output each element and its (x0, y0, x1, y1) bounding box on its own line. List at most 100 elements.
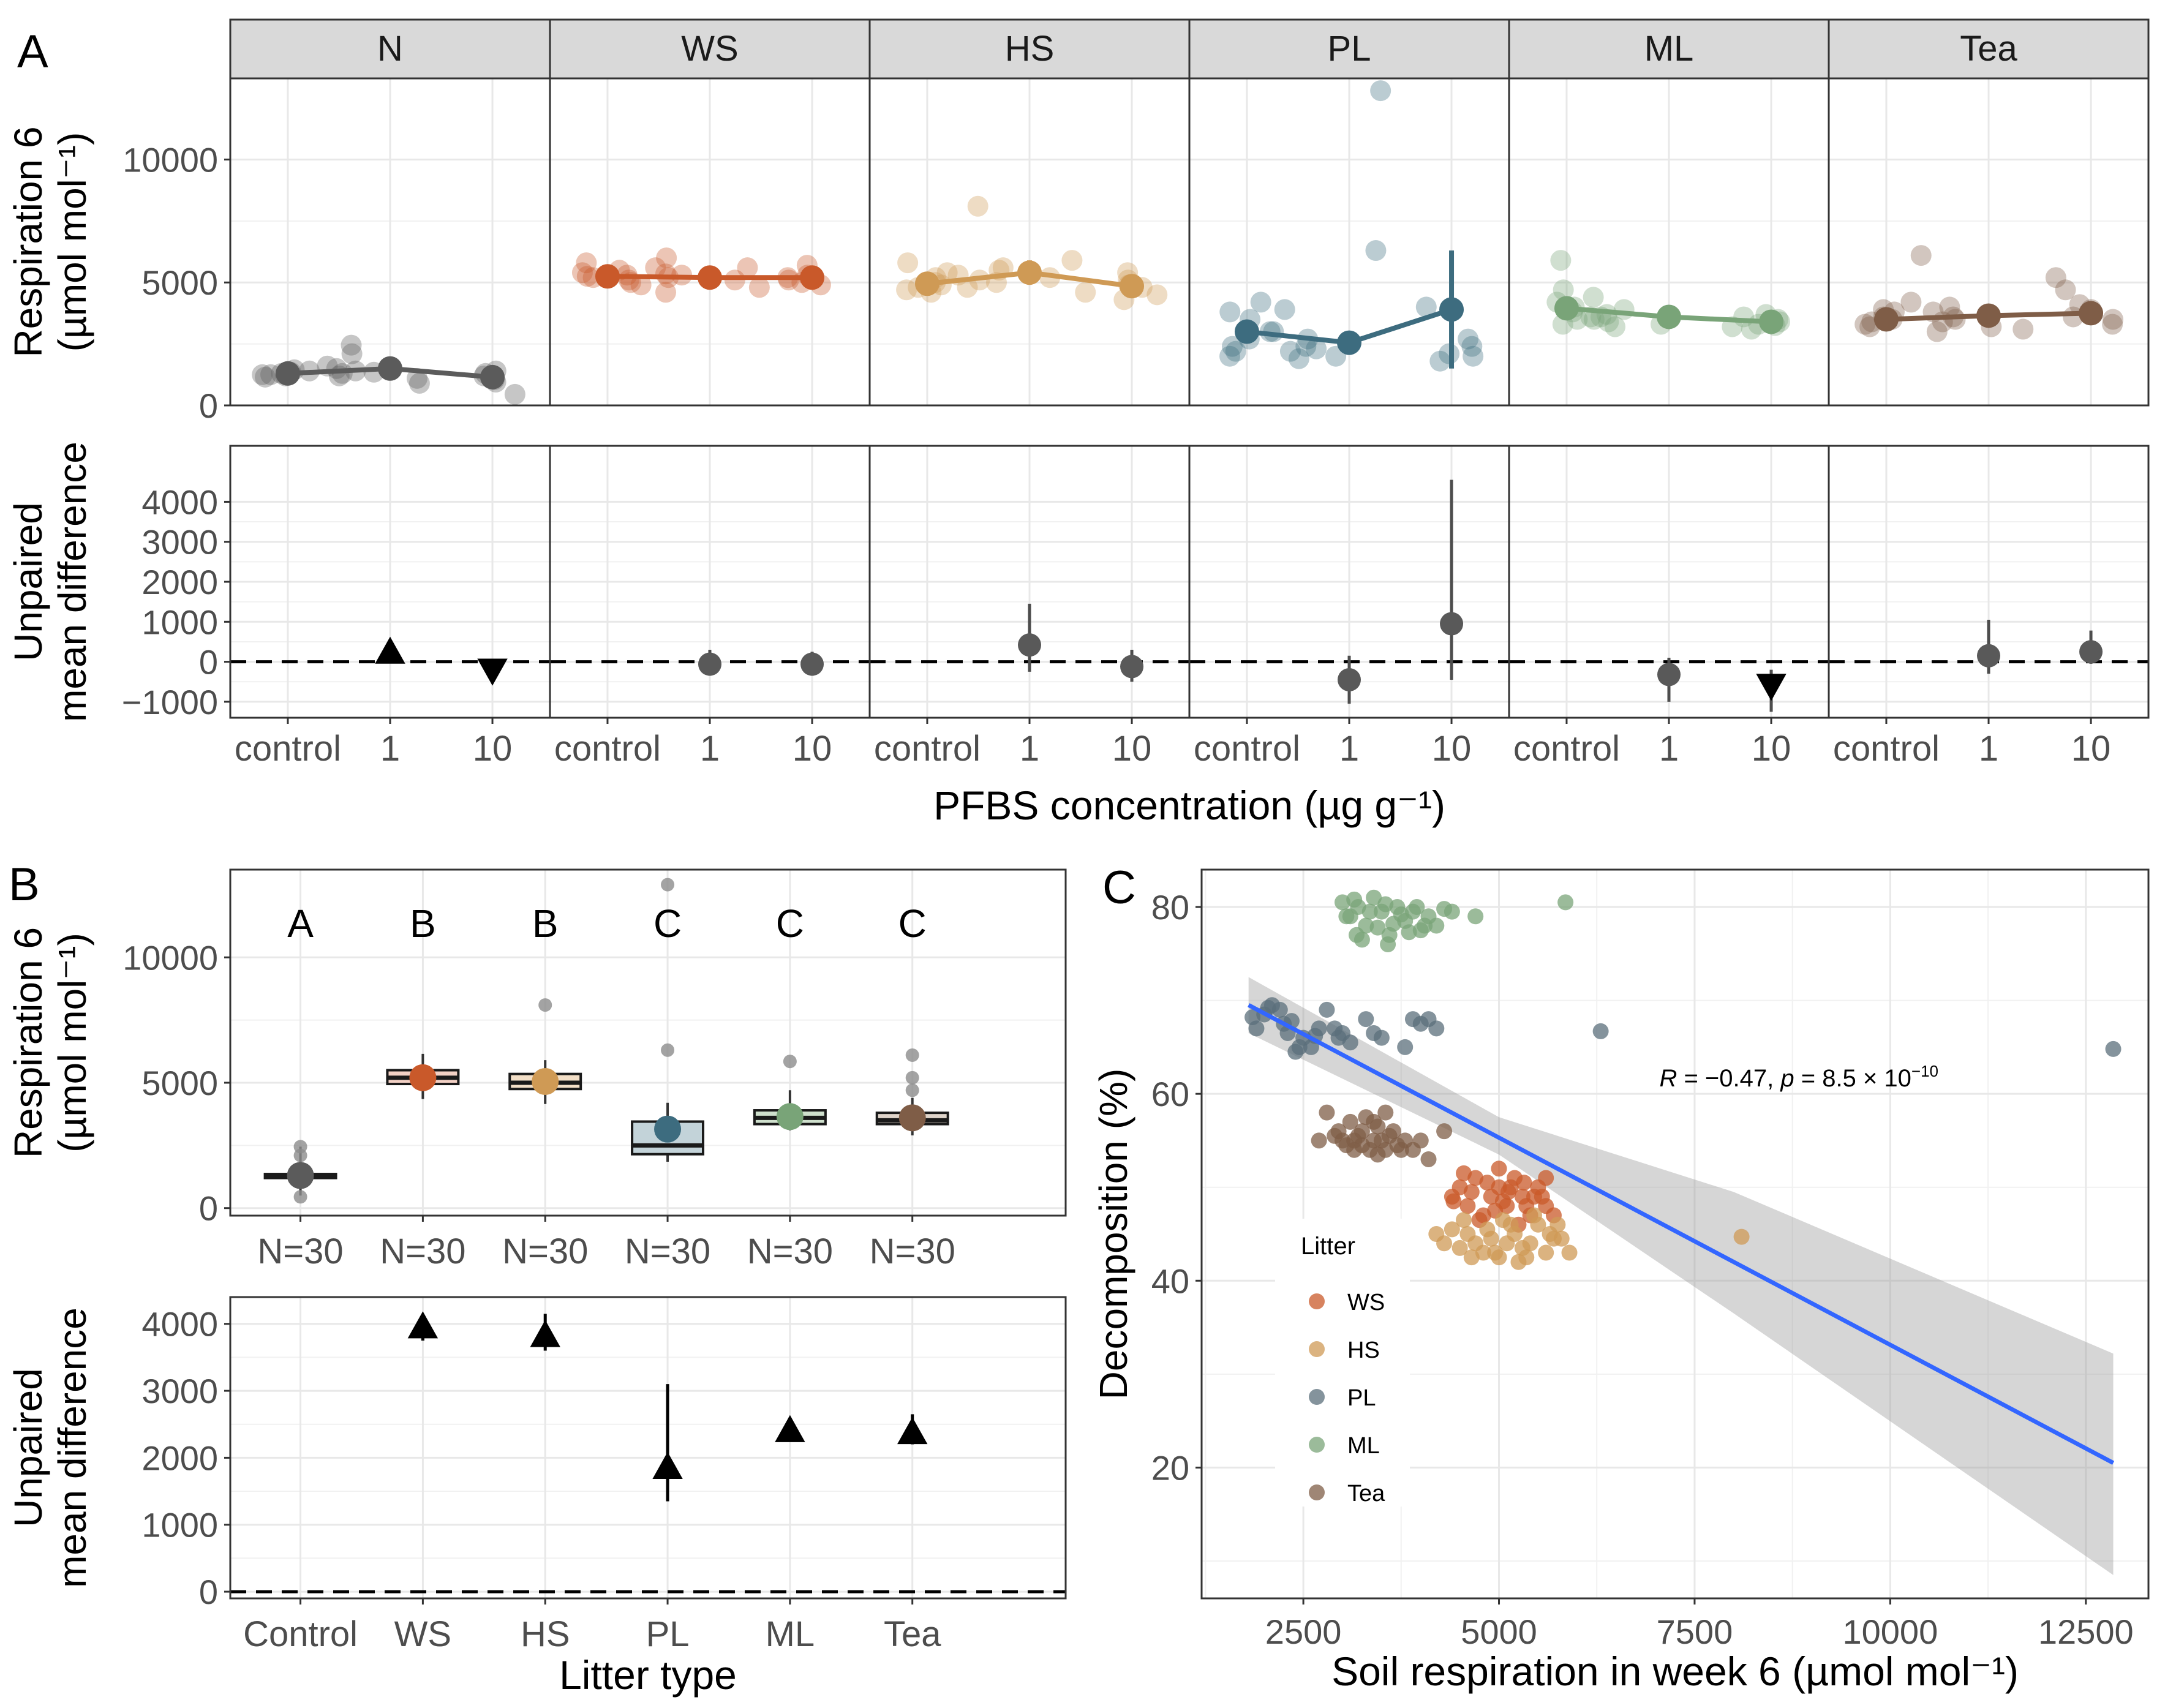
raw-point-WS (748, 277, 770, 298)
box-mean-Control (287, 1162, 314, 1189)
x-tick-label: PL (646, 1614, 690, 1654)
y-tick-label: 2000 (141, 563, 218, 601)
y-tick-label: 3000 (141, 523, 218, 562)
effect-triangle (477, 658, 508, 686)
box-outlier (905, 1048, 919, 1062)
effect-point (1018, 633, 1041, 657)
y-axis-label: mean difference (50, 1307, 94, 1588)
point-HS (1487, 1244, 1504, 1261)
point-HS (1518, 1249, 1535, 1266)
legend-title: Litter (1301, 1233, 1355, 1260)
point-ML (1436, 901, 1453, 917)
facet-border (1828, 77, 2150, 407)
raw-point-PL (1250, 292, 1271, 313)
point-HS (1549, 1216, 1566, 1233)
point-WS (1479, 1175, 1496, 1191)
y-axis-label: Decomposition (%) (1091, 1069, 1135, 1400)
point-ML (1346, 891, 1363, 908)
mean-point-ML (1554, 296, 1579, 321)
point-ML (1348, 927, 1365, 943)
facet-label-WS: WS (681, 29, 738, 69)
facet-label-HS: HS (1005, 29, 1055, 69)
raw-point-WS (655, 282, 677, 303)
mean-point-PL (1234, 319, 1259, 344)
raw-point-PL (1461, 336, 1483, 357)
point-HS (1463, 1249, 1480, 1266)
y-tick-label: 3000 (141, 1372, 218, 1410)
point-HS (1561, 1244, 1578, 1261)
box-outlier (783, 1055, 797, 1069)
point-Tea (1319, 1104, 1335, 1121)
mean-point-HS (914, 271, 939, 296)
legend-key-PL (1309, 1389, 1325, 1405)
x-tick-label: 10 (1432, 729, 1472, 769)
y-tick-label: 10000 (122, 140, 218, 179)
mean-point-WS (800, 265, 825, 290)
raw-point-PL (1219, 301, 1241, 323)
x-tick-label: 7500 (1657, 1612, 1733, 1651)
point-Tea (1385, 1123, 1402, 1140)
raw-point-PL (1219, 345, 1241, 367)
point-PL (1291, 1039, 1308, 1055)
y-tick-label: 20 (1151, 1448, 1189, 1487)
point-ML (1467, 908, 1484, 925)
point-PL (1271, 1001, 1288, 1018)
box-mean-PL (654, 1115, 682, 1143)
panel-b: A N=30 B N=30 B N=30 C N=30 C N=30 C N=30 Control WS H… (6, 868, 1067, 1698)
effect-triangle-Tea (897, 1416, 928, 1445)
effect-point (1338, 668, 1361, 691)
point-PL (1373, 1029, 1390, 1046)
raw-point-ML (1553, 279, 1574, 301)
annotation-part: = 8.5 × 10 (1794, 1065, 1911, 1092)
raw-point-PL (1463, 345, 1484, 367)
y-tick-label: 0 (199, 386, 218, 425)
legend-key-HS (1309, 1341, 1325, 1357)
y-axis-label: Unpaired (6, 502, 50, 661)
mean-point-Tea (1873, 307, 1899, 332)
point-HS (1522, 1235, 1538, 1252)
correlation-annotation: R = −0.47, p = 8.5 × 10−10 (1659, 1062, 1938, 1092)
raw-point-Tea (1854, 314, 1876, 335)
x-tick-label: control (1513, 729, 1620, 769)
y-tick-label: 1000 (141, 1506, 218, 1544)
raw-point-PL (1458, 328, 1479, 350)
point-ML (1409, 899, 1425, 916)
effect-point (800, 652, 824, 676)
x-tick-label: Tea (884, 1614, 941, 1654)
y-tick-label: 1000 (141, 603, 218, 641)
x-tick-label: 12500 (2038, 1612, 2134, 1651)
raw-point-WS (645, 257, 666, 279)
point-WS (1500, 1184, 1516, 1200)
regression-line (1248, 1003, 2115, 1465)
point-Tea (1377, 1104, 1394, 1121)
x-tick-label: control (1833, 729, 1940, 769)
raw-point-HS (1075, 282, 1096, 303)
legend-label-ML: ML (1347, 1433, 1380, 1459)
box-outlier (905, 1083, 919, 1097)
raw-point-HS (967, 195, 988, 217)
y-axis-label: Respiration 6 (6, 126, 50, 357)
point-ML (1380, 936, 1396, 953)
point-ML (1401, 924, 1417, 941)
raw-point-PL (1365, 240, 1387, 261)
facet-label-Tea: Tea (1960, 29, 2017, 69)
point-Tea (1342, 1113, 1358, 1130)
point-ML (1428, 917, 1445, 934)
legend-label-PL: PL (1347, 1385, 1376, 1411)
effect-point (698, 652, 721, 676)
effect-triangle-HS (530, 1320, 560, 1347)
significance-letter: A (287, 901, 314, 946)
point-WS (1456, 1165, 1472, 1181)
point-Tea (1393, 1142, 1409, 1158)
x-tick-label: ML (766, 1614, 815, 1654)
box-outlier (293, 1140, 307, 1154)
x-tick-label: 10 (793, 729, 832, 769)
x-tick-label: control (235, 729, 341, 769)
box-outlier (905, 1070, 919, 1085)
raw-point-WS (655, 263, 676, 285)
point-ML (1557, 894, 1574, 911)
significance-letter: B (410, 901, 436, 946)
point-WS (1491, 1161, 1507, 1177)
annotation-part: R (1659, 1065, 1677, 1092)
y-tick-label: 80 (1151, 888, 1189, 927)
